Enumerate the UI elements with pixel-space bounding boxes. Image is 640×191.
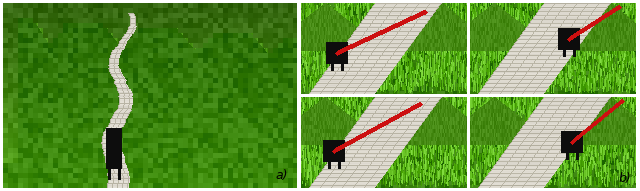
- Text: a): a): [276, 169, 288, 182]
- Text: b): b): [618, 172, 631, 185]
